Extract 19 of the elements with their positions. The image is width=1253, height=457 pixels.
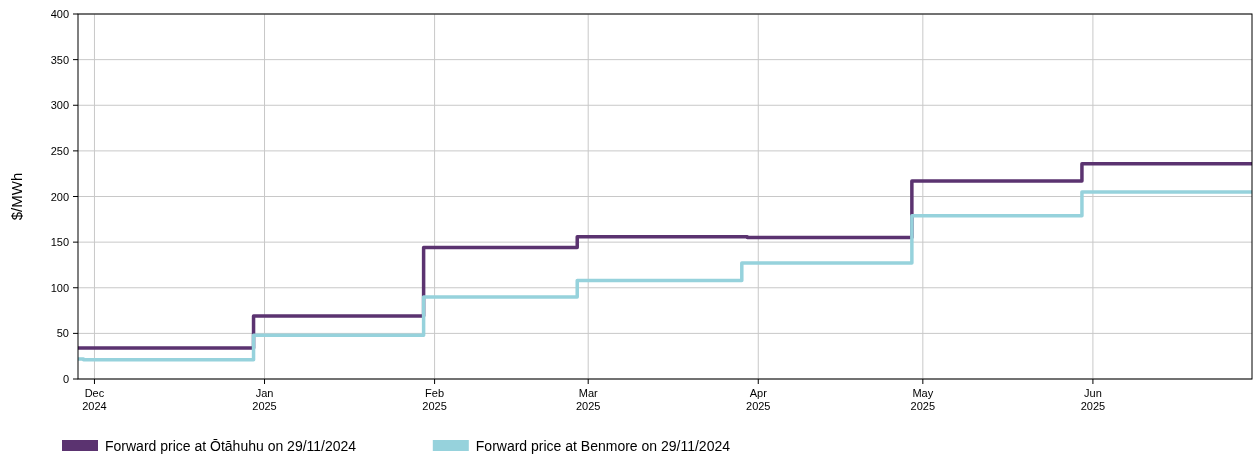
x-tick-label: Mar 2025 xyxy=(575,387,601,412)
legend-label: Forward price at Benmore on 29/11/2024 xyxy=(475,438,731,454)
y-tick-label: 250 xyxy=(50,144,69,157)
y-tick-label: 50 xyxy=(56,327,69,340)
x-tick-label: Jun 2025 xyxy=(1080,387,1106,412)
x-tick-label: Feb 2025 xyxy=(422,387,447,412)
y-tick-label: 0 xyxy=(62,373,69,385)
y-tick-label: 400 xyxy=(50,8,69,20)
legend-label: Forward price at Ōtāhuhu on 29/11/2024 xyxy=(105,438,357,454)
y-axis-title: $/MWh xyxy=(8,172,25,221)
y-tick-label: 300 xyxy=(50,99,69,112)
x-tick-label: Jan 2025 xyxy=(252,387,277,412)
y-tick-label: 100 xyxy=(50,281,69,294)
x-tick-label: Dec 2024 xyxy=(82,387,107,412)
y-tick-label: 350 xyxy=(50,53,69,66)
x-tick-label: May 2025 xyxy=(910,387,936,412)
y-tick-label: 200 xyxy=(50,190,69,203)
y-tick-label: 150 xyxy=(50,236,69,249)
x-tick-label: Apr 2025 xyxy=(746,387,771,412)
